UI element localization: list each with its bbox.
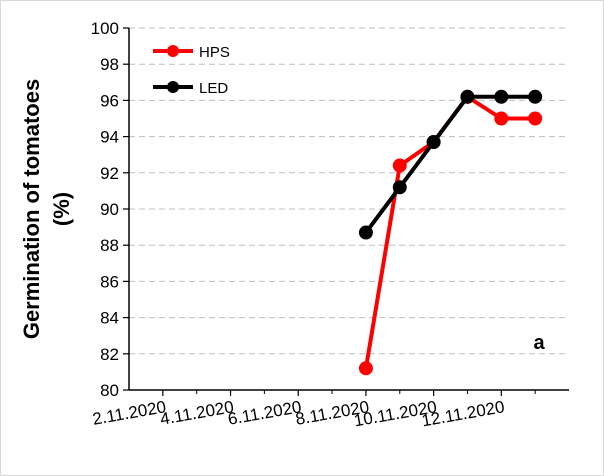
y-tick-label: 96 <box>100 91 119 110</box>
legend-label: HPS <box>199 44 230 61</box>
y-axis-title: Germination of tomatoes (%) <box>19 79 74 339</box>
legend-marker <box>167 45 179 57</box>
legend-entry: HPS <box>153 44 230 61</box>
data-point <box>528 111 543 126</box>
data-point <box>358 225 373 240</box>
y-tick-label: 82 <box>100 345 119 364</box>
y-tick-label: 80 <box>100 381 119 400</box>
y-tick-label: 92 <box>100 164 119 183</box>
y-tick-label: 100 <box>91 19 119 38</box>
data-point <box>494 111 509 126</box>
data-point <box>494 89 509 104</box>
y-axis-ticks: 80 82 84 86 88 90 92 94 96 98 100 <box>91 19 129 400</box>
x-tick-label: 4.11.2020 <box>159 397 236 429</box>
data-point <box>426 135 441 150</box>
series-layer <box>358 89 543 376</box>
data-point <box>528 89 543 104</box>
y-tick-label: 94 <box>100 128 119 147</box>
gridlines <box>129 27 569 355</box>
legend-marker <box>167 81 179 93</box>
y-axis-title-line: Germination of tomatoes <box>19 79 44 339</box>
legend-entry: LED <box>153 80 228 97</box>
y-tick-label: 98 <box>100 55 119 74</box>
y-tick-label: 90 <box>100 200 119 219</box>
data-point <box>392 158 407 173</box>
series-hps <box>358 89 543 376</box>
series-led <box>358 89 543 240</box>
legend-label: LED <box>199 80 228 97</box>
x-tick-label: 6.11.2020 <box>226 397 303 429</box>
y-tick-label: 86 <box>100 272 119 291</box>
x-axis-ticks: 2.11.20204.11.20206.11.20208.11.202010.1… <box>91 390 536 430</box>
x-tick-label: 2.11.2020 <box>91 397 168 429</box>
data-point <box>392 180 407 195</box>
y-axis-title-line: (%) <box>49 192 74 226</box>
panel-label: a <box>533 332 545 354</box>
y-tick-label: 84 <box>100 309 119 328</box>
y-tick-label: 88 <box>100 236 119 255</box>
data-point <box>460 89 475 104</box>
series-line <box>363 94 536 369</box>
legend: HPS LED <box>153 44 230 97</box>
data-point <box>358 361 373 376</box>
